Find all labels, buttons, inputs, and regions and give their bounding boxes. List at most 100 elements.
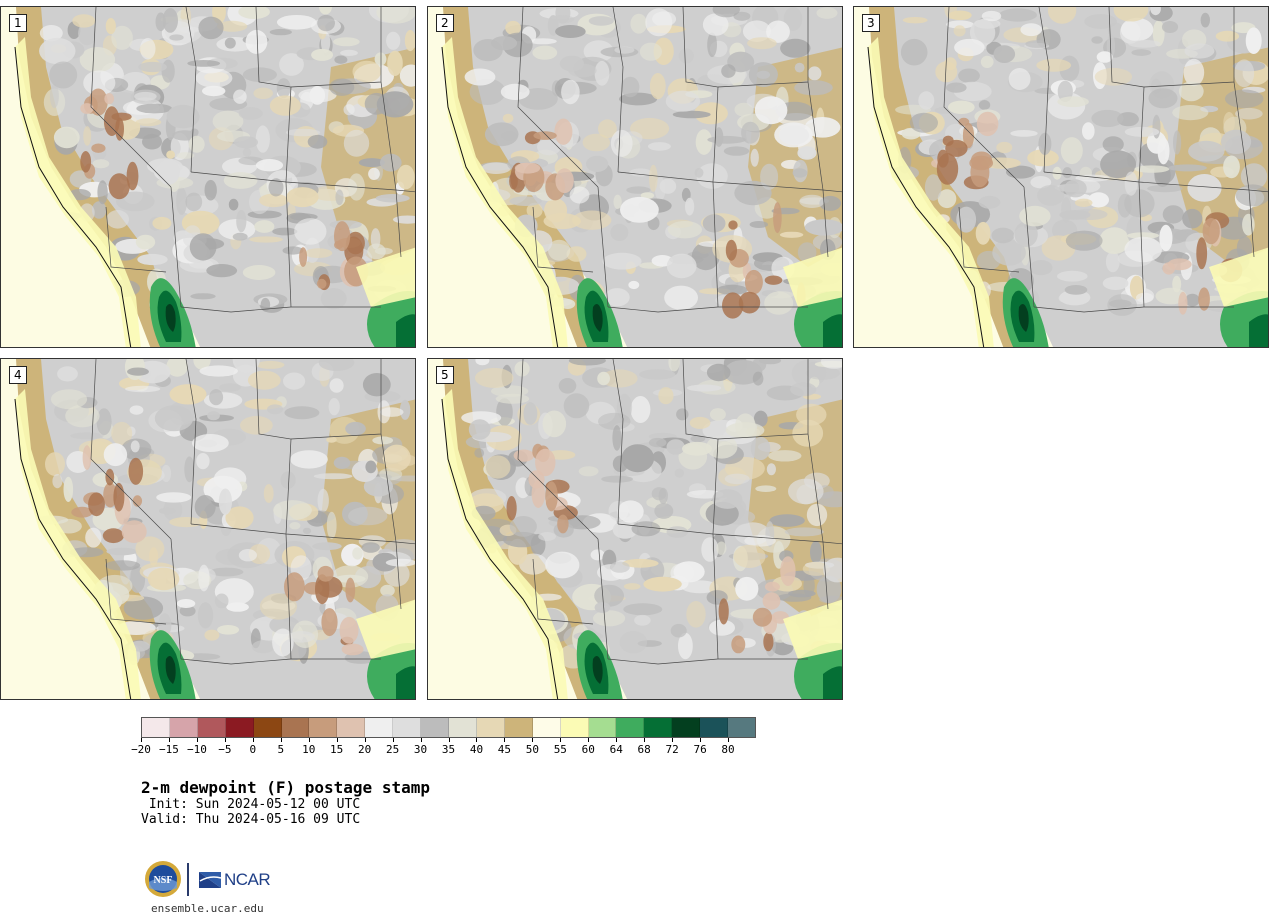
texture-blob [769, 514, 805, 527]
texture-blob [176, 187, 188, 216]
texture-blob [1105, 251, 1120, 273]
texture-blob [946, 82, 967, 93]
texture-blob [312, 542, 342, 551]
state-border [185, 359, 197, 525]
texture-blob [279, 53, 304, 76]
texture-blob [188, 135, 205, 153]
texture-blob [154, 405, 194, 432]
texture-blob [268, 178, 284, 197]
texture-blob [276, 78, 291, 99]
texture-blob [1234, 59, 1255, 88]
texture-blob [601, 475, 633, 483]
texture-blob [176, 152, 195, 159]
texture-blob [701, 537, 719, 562]
texture-blob [981, 10, 1002, 22]
texture-blob [234, 136, 258, 149]
texture-blob [1119, 21, 1141, 44]
state-border [1138, 181, 1145, 308]
texture-blob [1136, 292, 1154, 303]
dry-patch [345, 577, 356, 603]
texture-blob [284, 406, 320, 420]
texture-blob [1036, 58, 1072, 72]
texture-blob [600, 369, 638, 388]
website-label: ensemble.ucar.edu [151, 902, 264, 915]
texture-blob [290, 450, 328, 469]
texture-blob [1172, 105, 1209, 121]
state-border [180, 306, 381, 313]
texture-blob [545, 551, 580, 579]
texture-blob [329, 78, 355, 96]
colorbar-tick-label: 10 [302, 743, 316, 756]
dry-patch [514, 162, 541, 174]
dry-patch [80, 103, 94, 114]
dry-patch [1202, 218, 1220, 245]
dry-patch [105, 468, 115, 486]
state-border [255, 359, 292, 535]
texture-blob [218, 488, 232, 515]
colorbar-tick [336, 738, 338, 742]
colorbar-tick-label: 72 [665, 743, 679, 756]
state-border [1023, 186, 1035, 308]
texture-blob [1029, 260, 1053, 276]
texture-blob [385, 558, 415, 567]
dry-patch [104, 93, 115, 105]
chart-title: 2-m dewpoint (F) postage stamp [141, 778, 430, 797]
nsf-logo-icon: NSF [145, 861, 181, 897]
texture-blob [622, 558, 659, 568]
colorbar-tick-label: 30 [413, 743, 428, 756]
map-panel: 5 [427, 358, 843, 700]
colorbar-tick [532, 738, 534, 742]
map-panel: 3 [853, 6, 1269, 348]
texture-blob [706, 435, 738, 459]
dry-patch [1178, 291, 1188, 315]
texture-blob [694, 167, 704, 178]
texture-blob [45, 452, 65, 477]
texture-blob [276, 15, 317, 30]
texture-blob [623, 603, 663, 616]
texture-blob [807, 66, 822, 81]
texture-blob [1178, 81, 1204, 102]
texture-blob [712, 489, 743, 509]
texture-blob [286, 187, 319, 208]
state-border [822, 189, 842, 193]
coastline [867, 46, 985, 347]
texture-blob [375, 194, 410, 203]
texture-blob [169, 384, 207, 405]
texture-blob [766, 20, 790, 43]
texture-blob [147, 567, 180, 591]
texture-blob [509, 516, 537, 537]
texture-blob [799, 194, 825, 208]
texture-blob [673, 561, 705, 583]
colorbar-tick-label: −10 [186, 743, 207, 756]
texture-blob [900, 38, 928, 66]
texture-blob [209, 567, 244, 577]
dry-patch [773, 202, 782, 234]
texture-blob [610, 223, 629, 241]
texture-blob [613, 194, 622, 209]
texture-blob [1152, 20, 1165, 47]
texture-blob [372, 436, 394, 445]
dry-patch [554, 118, 573, 145]
texture-blob [628, 280, 640, 290]
texture-blob [750, 436, 771, 461]
colorbar-swatch [337, 718, 366, 737]
colorbar-tick [141, 738, 142, 742]
texture-blob [125, 385, 161, 393]
texture-blob [245, 29, 268, 54]
texture-blob [528, 38, 557, 45]
texture-blob [944, 57, 957, 71]
texture-blob [1184, 43, 1215, 59]
colorbar-tick [728, 738, 730, 742]
gulf-mexico-core [1249, 314, 1268, 347]
texture-blob [185, 192, 203, 212]
texture-blob [670, 623, 687, 638]
texture-blob [39, 25, 63, 42]
texture-blob [333, 37, 360, 47]
state-border [1108, 7, 1145, 183]
texture-blob [695, 129, 713, 155]
texture-blob [555, 25, 586, 38]
state-border [170, 186, 182, 308]
ncar-logo-icon [198, 871, 222, 889]
dry-patch [764, 275, 783, 285]
texture-blob [649, 164, 658, 192]
